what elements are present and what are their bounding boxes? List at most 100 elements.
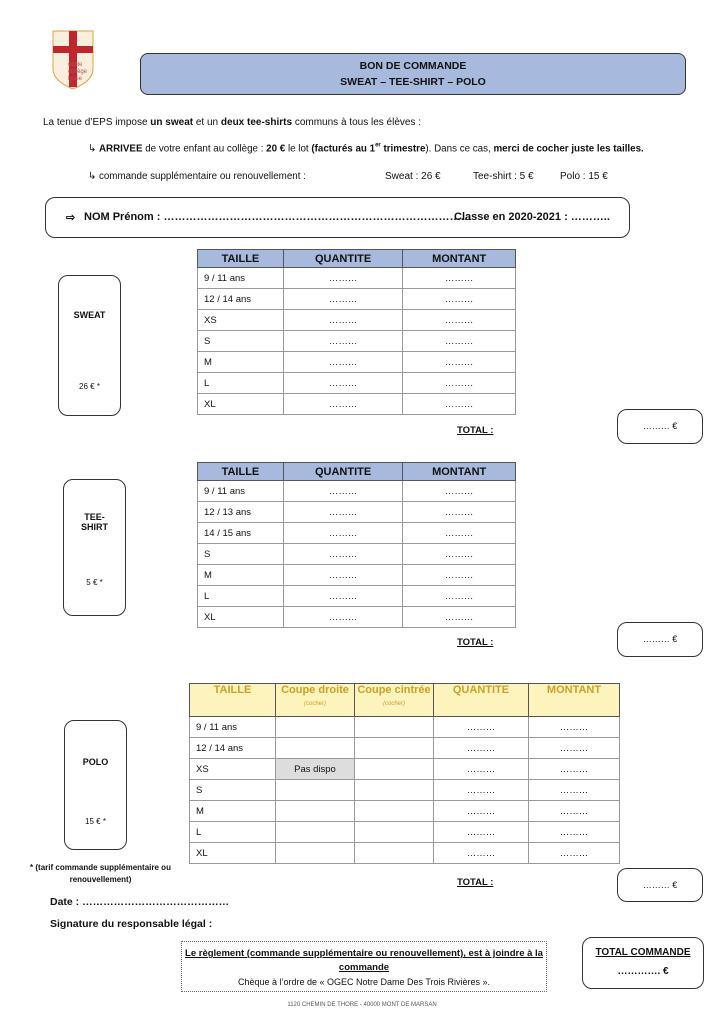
table-row: 12 / 14 ans ……………… <box>189 737 620 759</box>
size-cell: M <box>189 800 276 822</box>
size-cell: S <box>197 543 284 565</box>
coupe-droite-checkbox[interactable] <box>275 737 355 759</box>
quantity-field[interactable]: ……… <box>282 351 404 373</box>
quantity-field[interactable]: ……… <box>282 393 404 415</box>
quantity-field[interactable]: ……… <box>282 564 404 586</box>
amount-field[interactable]: ……… <box>402 543 516 565</box>
size-cell: 14 / 15 ans <box>197 522 284 544</box>
name-box[interactable]: ⇨ NOM Prénom : …………………………………………………………………… <box>45 197 630 238</box>
arrow-right-icon: ⇨ <box>66 212 76 224</box>
amount-field[interactable]: ……… <box>402 480 516 502</box>
amount-field[interactable]: ……… <box>528 779 620 801</box>
quantity-field[interactable]: ……… <box>433 716 529 738</box>
coupe-droite-checkbox[interactable] <box>275 716 355 738</box>
name-field[interactable]: NOM Prénom : ………………………………………………………………………… <box>84 211 472 223</box>
size-cell: M <box>197 564 284 586</box>
tee-table: TAILLE QUANTITE MONTANT 9 / 11 ans……………… 12 … <box>197 462 516 628</box>
quantity-field[interactable]: ……… <box>433 800 529 822</box>
sweat-total-label: TOTAL : <box>457 425 494 436</box>
quantity-field[interactable]: ……… <box>433 737 529 759</box>
logo-text-ecole: école <box>68 62 83 68</box>
coupe-cintree-checkbox[interactable] <box>354 737 434 759</box>
size-cell: XS <box>197 309 284 331</box>
amount-field[interactable]: ……… <box>528 716 620 738</box>
size-cell: 9 / 11 ans <box>197 267 284 289</box>
price-sweat: Sweat : 26 € <box>385 171 441 182</box>
sweat-table: TAILLE QUANTITE MONTANT 9 / 11 ans……………… 12 … <box>197 249 516 415</box>
amount-field[interactable]: ……… <box>528 758 620 780</box>
amount-field[interactable]: ……… <box>402 288 516 310</box>
amount-field[interactable]: ……… <box>402 564 516 586</box>
tee-total-field[interactable]: ……… € <box>617 622 703 657</box>
date-field[interactable]: Date : …………………………………… <box>50 896 230 908</box>
amount-field[interactable]: ……… <box>528 821 620 843</box>
amount-field[interactable]: ……… <box>402 606 516 628</box>
quantity-field[interactable]: ……… <box>433 779 529 801</box>
table-row: S……………… <box>197 543 516 565</box>
size-cell: L <box>189 821 276 843</box>
size-cell: S <box>189 779 276 801</box>
quantity-field[interactable]: ……… <box>282 543 404 565</box>
quantity-field[interactable]: ……… <box>433 842 529 864</box>
coupe-cintree-checkbox[interactable] <box>354 758 434 780</box>
title-line-2: SWEAT – TEE-SHIRT – POLO <box>340 76 486 88</box>
size-cell: 9 / 11 ans <box>197 480 284 502</box>
coupe-droite-checkbox[interactable] <box>275 800 355 822</box>
amount-field[interactable]: ……… <box>402 309 516 331</box>
header-coupe_cintree: Coupe cintrée (cocher) <box>354 683 434 717</box>
amount-field[interactable]: ……… <box>402 393 516 415</box>
amount-field[interactable]: ……… <box>402 372 516 394</box>
quantity-field[interactable]: ……… <box>282 267 404 289</box>
quantity-field[interactable]: ……… <box>282 330 404 352</box>
coupe-cintree-checkbox[interactable] <box>354 842 434 864</box>
amount-field[interactable]: ……… <box>402 351 516 373</box>
sweat-total-field[interactable]: ……… € <box>617 409 703 444</box>
coupe-cintree-checkbox[interactable] <box>354 800 434 822</box>
table-row: 12 / 13 ans……………… <box>197 501 516 523</box>
polo-total-field[interactable]: ……… € <box>617 868 703 902</box>
quantity-field[interactable]: ……… <box>282 480 404 502</box>
header-montant: MONTANT <box>402 462 516 481</box>
coupe-droite-checkbox[interactable] <box>275 779 355 801</box>
table-row: M……………… <box>197 351 516 373</box>
table-row: 9 / 11 ans……………… <box>197 267 516 289</box>
amount-field[interactable]: ……… <box>402 585 516 607</box>
quantity-field[interactable]: ……… <box>282 606 404 628</box>
total-commande-box[interactable]: TOTAL COMMANDE …………. € <box>582 937 704 989</box>
table-row: XS……………… <box>197 309 516 331</box>
quantity-field[interactable]: ……… <box>282 585 404 607</box>
size-cell: L <box>197 372 284 394</box>
total-commande-label: TOTAL COMMANDE <box>595 947 691 958</box>
payment-line-2: Chèque à l’ordre de « OGEC Notre Dame De… <box>237 977 491 987</box>
size-cell: L <box>197 585 284 607</box>
total-commande-value[interactable]: …………. € <box>617 966 669 977</box>
header-taille: TAILLE <box>197 249 284 268</box>
coupe-droite-checkbox[interactable] <box>275 842 355 864</box>
coupe-cintree-checkbox[interactable] <box>354 821 434 843</box>
price-tee: Tee-shirt : 5 € <box>473 171 534 182</box>
coupe-droite-checkbox[interactable] <box>275 821 355 843</box>
quantity-field[interactable]: ……… <box>282 522 404 544</box>
quantity-field[interactable]: ……… <box>282 309 404 331</box>
logo-text-college: collège <box>68 69 88 75</box>
class-field[interactable]: Classe en 2020-2021 : ……….. <box>454 211 610 223</box>
amount-field[interactable]: ……… <box>528 842 620 864</box>
amount-field[interactable]: ……… <box>402 522 516 544</box>
sweat-price: 26 € * <box>79 382 100 391</box>
amount-field[interactable]: ……… <box>402 501 516 523</box>
coupe-cintree-checkbox[interactable] <box>354 779 434 801</box>
quantity-field[interactable]: ……… <box>282 372 404 394</box>
quantity-field[interactable]: ……… <box>433 758 529 780</box>
amount-field[interactable]: ……… <box>528 800 620 822</box>
amount-field[interactable]: ……… <box>402 330 516 352</box>
quantity-field[interactable]: ……… <box>282 288 404 310</box>
header-montant: MONTANT <box>402 249 516 268</box>
amount-field[interactable]: ……… <box>402 267 516 289</box>
sweat-label-box: SWEAT 26 € * <box>58 275 121 416</box>
polo-price: 15 € * <box>85 817 106 826</box>
quantity-field[interactable]: ……… <box>282 501 404 523</box>
coupe-cintree-checkbox[interactable] <box>354 716 434 738</box>
amount-field[interactable]: ……… <box>528 737 620 759</box>
arrow-hook-icon: ↳ <box>88 143 99 155</box>
quantity-field[interactable]: ……… <box>433 821 529 843</box>
